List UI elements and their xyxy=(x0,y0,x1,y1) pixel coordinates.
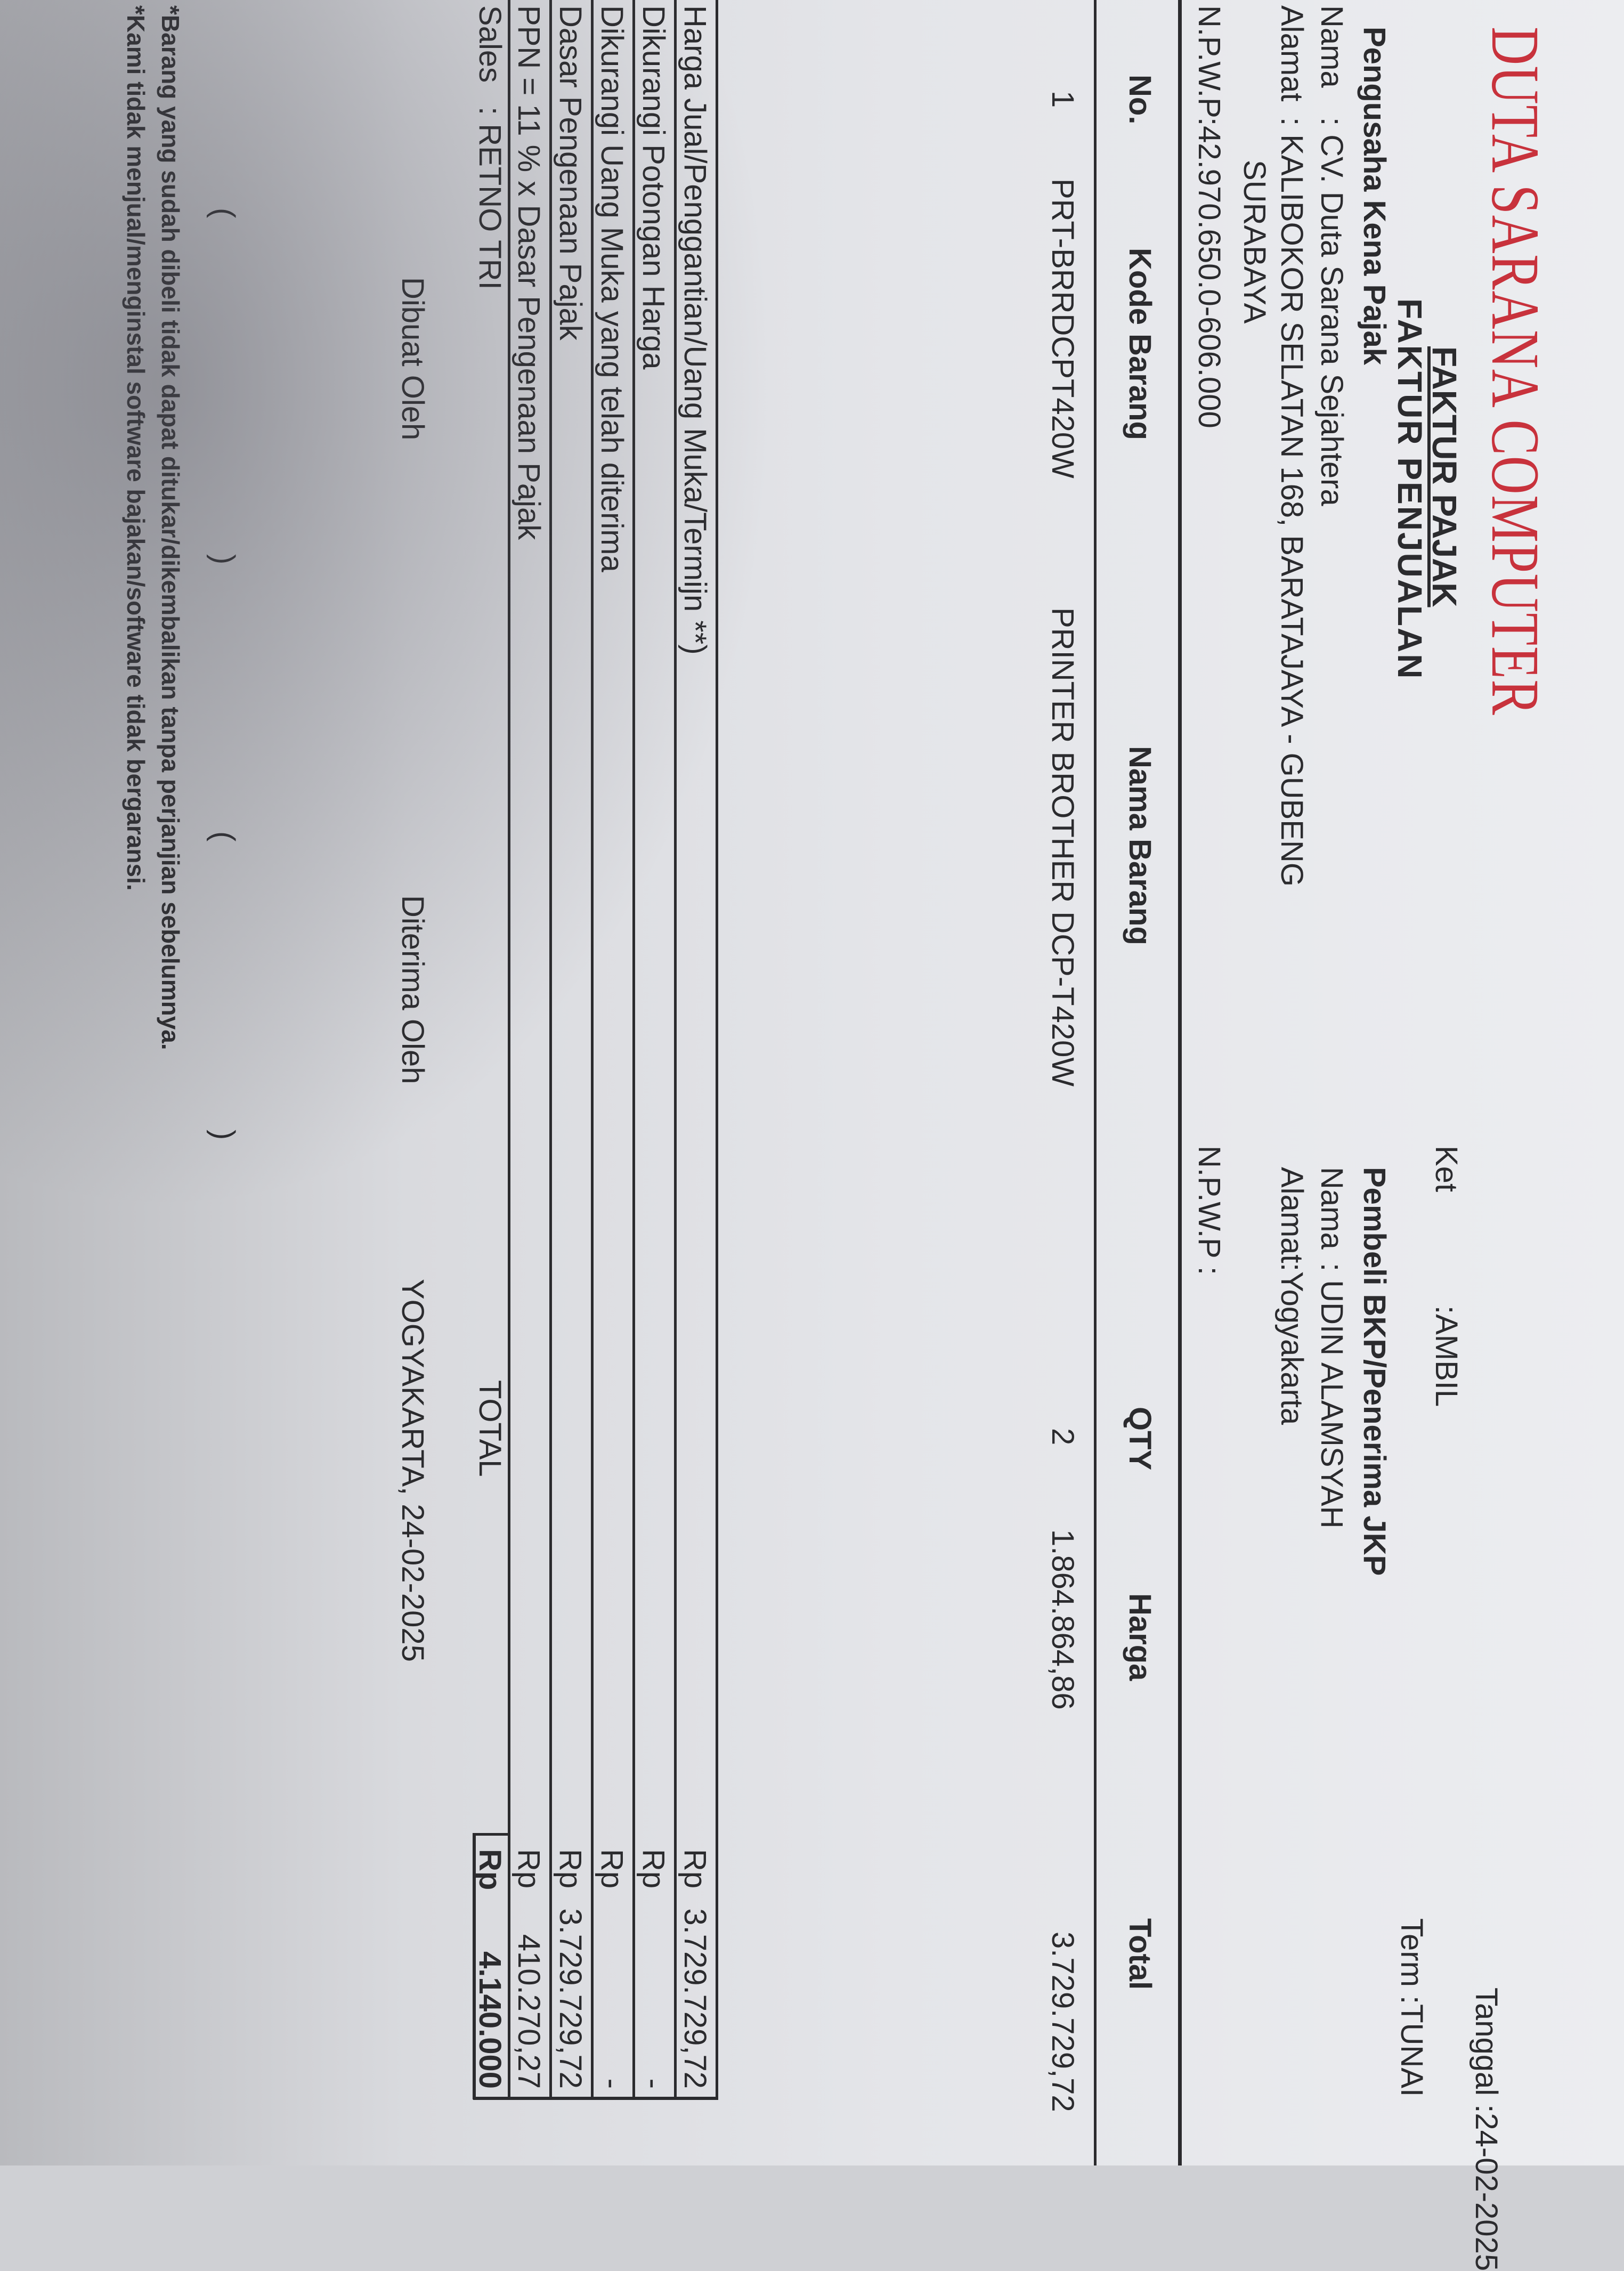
sales-label: Sales xyxy=(473,5,507,83)
summary-label: PPN = 11 % x Dasar Pengenaan Pajak xyxy=(511,5,546,540)
table-top-rule xyxy=(1178,0,1182,2165)
row-qty: 2 xyxy=(1045,1428,1080,1446)
buyer-address: :Yogyakarta xyxy=(1274,1263,1309,1425)
col-header-nama: Nama Barang xyxy=(1123,746,1157,945)
seller-city: SURABAYA xyxy=(1237,160,1272,324)
summary-value: 3.729.729,72 xyxy=(678,1908,712,2089)
buyer-address-label: Alamat xyxy=(1274,1167,1309,1263)
summary-value: 410.270,27 xyxy=(511,1934,546,2089)
summary-label: Dikurangi Uang Muka yang telah diterima xyxy=(595,5,629,572)
note-line: *Barang yang sudah dibeli tidak dapat di… xyxy=(157,5,184,1050)
row-harga: 1.864.864,86 xyxy=(1045,1529,1080,1710)
seller-name: : CV. Duta Sarana Sejahtera xyxy=(1314,117,1349,506)
invoice-document: DUTA SARANA COMPUTER Tanggal :24-02-2025… xyxy=(0,0,1624,2165)
sales-name: : RETNO TRI xyxy=(473,107,507,290)
total-label: TOTAL xyxy=(473,1380,507,1477)
seller-npwp: :42.970.650.0-606.000 xyxy=(1192,117,1227,428)
made-by-signature-open: ( xyxy=(206,208,241,218)
note-line: *Kami tidak menjual/menginstal software … xyxy=(122,5,150,891)
summary-rule xyxy=(591,0,594,2099)
ket-label: Ket xyxy=(1429,1146,1464,1193)
row-no: 1 xyxy=(1045,91,1080,108)
made-by-signature-close: ) xyxy=(206,554,241,565)
row-total: 3.729.729,72 xyxy=(1045,1932,1080,2112)
made-by-label: Dibuat Oleh xyxy=(395,277,430,441)
col-header-no: No. xyxy=(1123,75,1157,125)
col-header-qty: QTY xyxy=(1123,1407,1157,1471)
buyer-heading: Pembeli BKP/Penerima JKP xyxy=(1357,1167,1392,1576)
seller-name-label: Nama xyxy=(1314,5,1349,88)
summary-rule xyxy=(632,0,635,2099)
row-nama: PRINTER BROTHER DCP-T420W xyxy=(1045,607,1080,1087)
summary-rule xyxy=(549,0,552,2099)
summary-value: - xyxy=(595,2078,629,2089)
summary-rule xyxy=(674,0,677,2099)
doc-subtitle: FAKTUR PENJUALAN xyxy=(1391,298,1429,680)
grand-total: 4.140.000 xyxy=(473,1951,507,2089)
company-logo-text: DUTA SARANA COMPUTER xyxy=(1477,27,1553,716)
seller-address: : KALIBOKOR SELATAN 168, BARATAJAYA - GU… xyxy=(1274,117,1309,887)
col-header-harga: Harga xyxy=(1123,1593,1157,1681)
col-header-kode: Kode Barang xyxy=(1123,248,1157,440)
buyer-npwp-label: N.P.W.P : xyxy=(1192,1146,1227,1275)
summary-label: Dasar Pengenaan Pajak xyxy=(553,5,588,340)
received-by-signature-close: ) xyxy=(206,1130,241,1140)
col-header-total: Total xyxy=(1123,1918,1157,1990)
received-by-signature-open: ( xyxy=(206,831,241,842)
doc-title: FAKTUR PAJAK xyxy=(1425,346,1464,607)
summary-label: Harga Jual/Penggantian/Uang Muka/Termijn… xyxy=(678,5,712,655)
total-box-left-border xyxy=(473,1833,510,1836)
buyer-name-label: Nama xyxy=(1314,1167,1349,1250)
table-header-rule xyxy=(1094,0,1097,2165)
summary-value: - xyxy=(636,2078,671,2089)
seller-heading: Pengusaha Kena Pajak xyxy=(1357,27,1392,366)
summary-rule xyxy=(716,0,718,2099)
place-date: YOGYAKARTA, 24-02-2025 xyxy=(395,1279,430,1662)
invoice-date: Tanggal :24-02-2025 xyxy=(1469,1988,1504,2271)
payment-term: Term :TUNAI xyxy=(1394,1918,1429,2097)
summary-value: 3.729.729,72 xyxy=(553,1908,588,2089)
row-kode: PRT-BRRDCPT420W xyxy=(1045,179,1080,478)
seller-address-label: Alamat xyxy=(1274,5,1309,102)
summary-label: Dikurangi Potongan Harga xyxy=(636,5,671,370)
ket-value: :AMBIL xyxy=(1429,1305,1464,1407)
summary-right-border xyxy=(473,2097,718,2100)
summary-rule xyxy=(508,0,510,2099)
buyer-name: : UDIN ALAMSYAH xyxy=(1314,1263,1349,1529)
received-by-label: Diterima Oleh xyxy=(395,895,430,1084)
seller-npwp-label: N.P.W.P xyxy=(1192,5,1227,118)
